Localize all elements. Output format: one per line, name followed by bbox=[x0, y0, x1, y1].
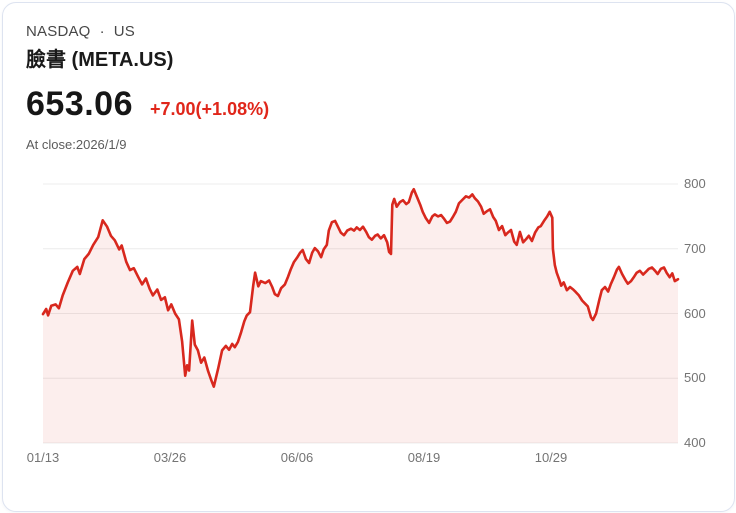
y-axis-tick-label: 700 bbox=[684, 240, 706, 256]
exchange-label: NASDAQ bbox=[26, 23, 91, 40]
x-axis-tick-label: 08/19 bbox=[407, 450, 441, 465]
price-chart: 400 500 600 700 800 01/13 03/26 06/06 08/19 10/2… bbox=[3, 3, 734, 511]
y-axis-tick-label: 500 bbox=[684, 370, 706, 386]
x-axis-tick-label: 01/13 bbox=[26, 450, 60, 465]
y-axis-tick-label: 400 bbox=[684, 435, 706, 450]
last-price: 653.06 bbox=[26, 85, 133, 123]
x-axis-labels: 01/13 03/26 06/06 08/19 10/29 bbox=[27, 450, 678, 468]
y-axis-labels: 400 500 600 700 800 bbox=[684, 176, 729, 450]
y-axis-tick-label: 600 bbox=[684, 305, 706, 321]
dot-separator-icon: · bbox=[99, 23, 105, 40]
x-axis-tick-label: 03/26 bbox=[153, 450, 187, 465]
chart-plot-area[interactable] bbox=[41, 183, 680, 444]
close-date-label: At close:2026/1/9 bbox=[26, 137, 127, 152]
stock-title: 臉書 (META.US) bbox=[26, 49, 174, 71]
exchange-line: NASDAQ · US bbox=[26, 23, 135, 40]
region-label: US bbox=[113, 23, 136, 40]
x-axis-tick-label: 06/06 bbox=[280, 450, 314, 465]
price-area-fill bbox=[43, 189, 678, 443]
x-axis-tick-label: 10/29 bbox=[534, 450, 568, 465]
price-line bbox=[41, 187, 680, 388]
price-chart-svg bbox=[41, 183, 680, 444]
y-axis-tick-label: 800 bbox=[684, 176, 706, 191]
price-row: 653.06 +7.00(+1.08%) bbox=[26, 85, 269, 124]
price-change: +7.00(+1.08%) bbox=[150, 99, 270, 119]
